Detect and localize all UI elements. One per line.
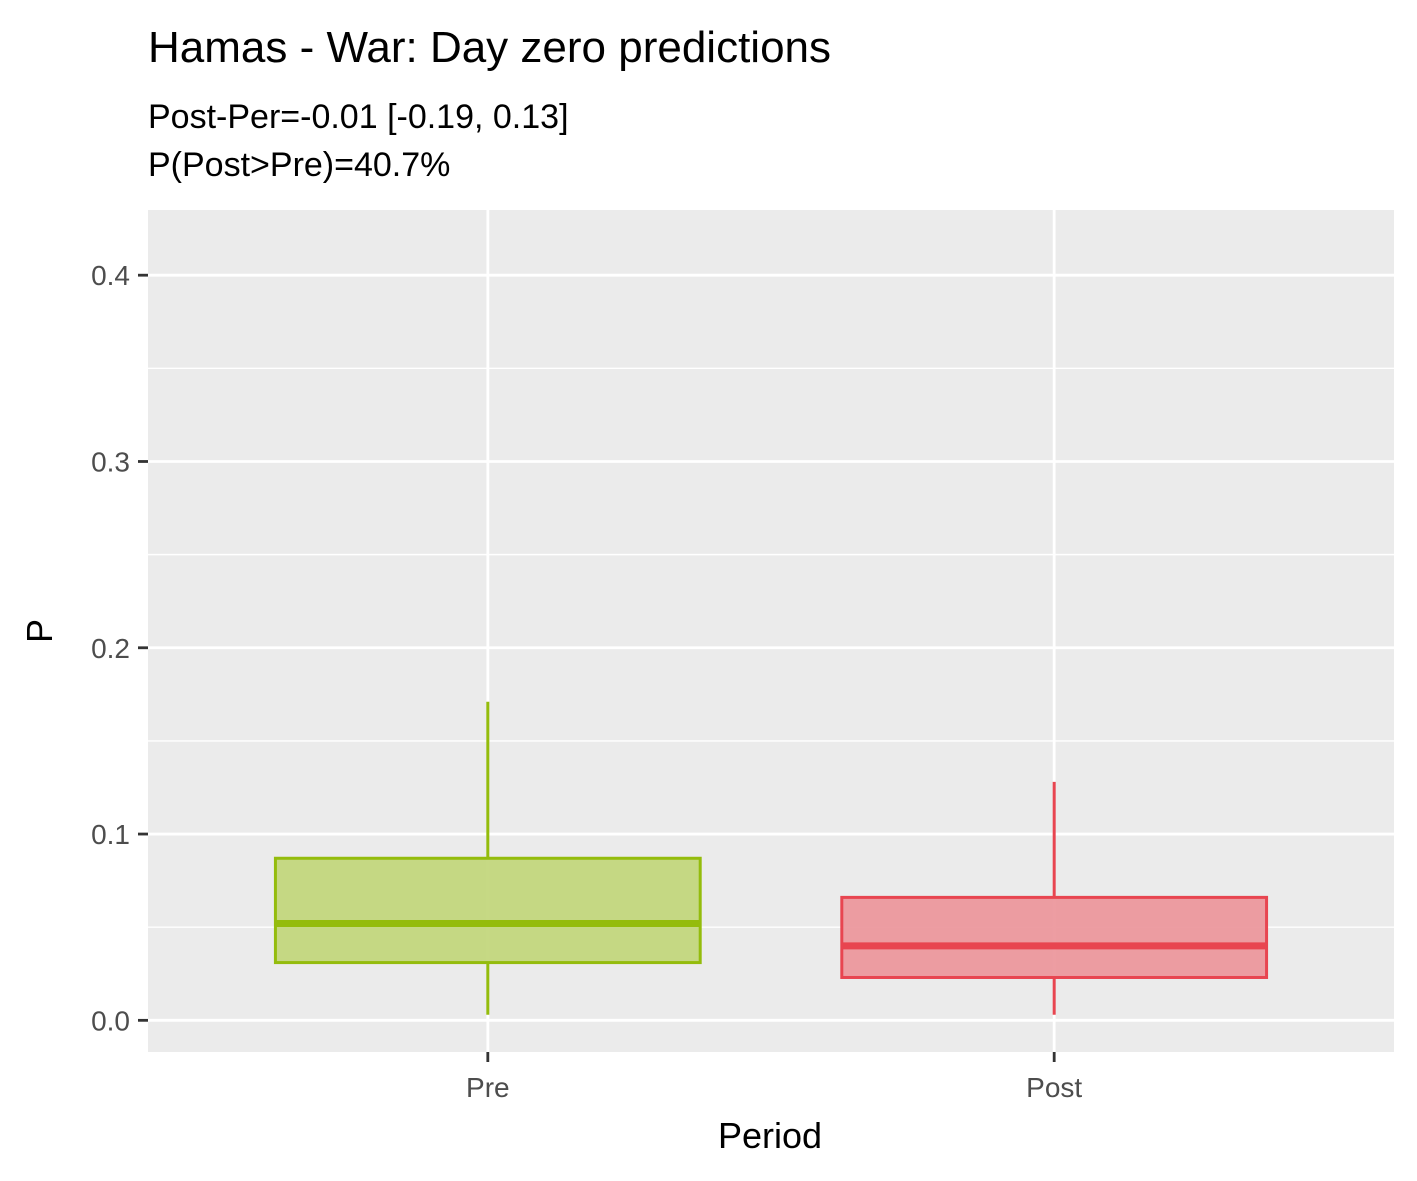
x-tick-label-pre: Pre (466, 1072, 510, 1103)
chart-title: Hamas - War: Day zero predictions (148, 23, 831, 72)
y-tick-label: 0.1 (91, 819, 130, 850)
x-axis: Pre Post (466, 1052, 1082, 1103)
y-tick-label: 0.2 (91, 633, 130, 664)
box-post (840, 781, 1269, 1015)
chart-subtitle-line-2: P(Post>Pre)=40.7% (148, 146, 450, 184)
box-post-iqr (840, 895, 1269, 979)
y-axis-title: P (19, 619, 60, 643)
y-tick-label: 0.4 (91, 260, 130, 291)
box-pre-iqr (273, 856, 702, 965)
y-axis: 0.0 0.1 0.2 0.3 0.4 (91, 260, 148, 1036)
y-tick-label: 0.3 (91, 446, 130, 477)
boxplots (273, 701, 1269, 1015)
x-tick-label-post: Post (1026, 1072, 1082, 1103)
chart-subtitle-line-1: Post-Per=-0.01 [-0.19, 0.13] (148, 98, 569, 136)
box-pre (273, 701, 702, 1015)
x-axis-title: Period (718, 1115, 822, 1156)
y-tick-label: 0.0 (91, 1005, 130, 1036)
